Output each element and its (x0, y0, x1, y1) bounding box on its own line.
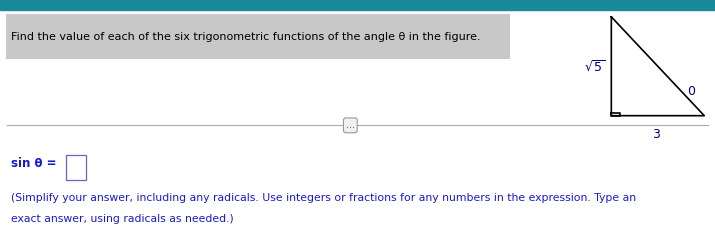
Text: Find the value of each of the six trigonometric functions of the angle θ in the : Find the value of each of the six trigon… (11, 32, 481, 42)
Bar (6, 14, 510, 59)
Bar (0, 0, 715, 10)
Text: 0: 0 (687, 85, 696, 98)
Text: $\sqrt{5}$: $\sqrt{5}$ (584, 60, 606, 75)
Bar (66, 155, 86, 180)
Text: ...: ... (346, 120, 355, 130)
Text: exact answer, using radicals as needed.): exact answer, using radicals as needed.) (11, 214, 234, 224)
Text: (Simplify your answer, including any radicals. Use integers or fractions for any: (Simplify your answer, including any rad… (11, 193, 636, 203)
Text: sin θ =: sin θ = (11, 157, 56, 170)
Text: 3: 3 (652, 128, 661, 141)
